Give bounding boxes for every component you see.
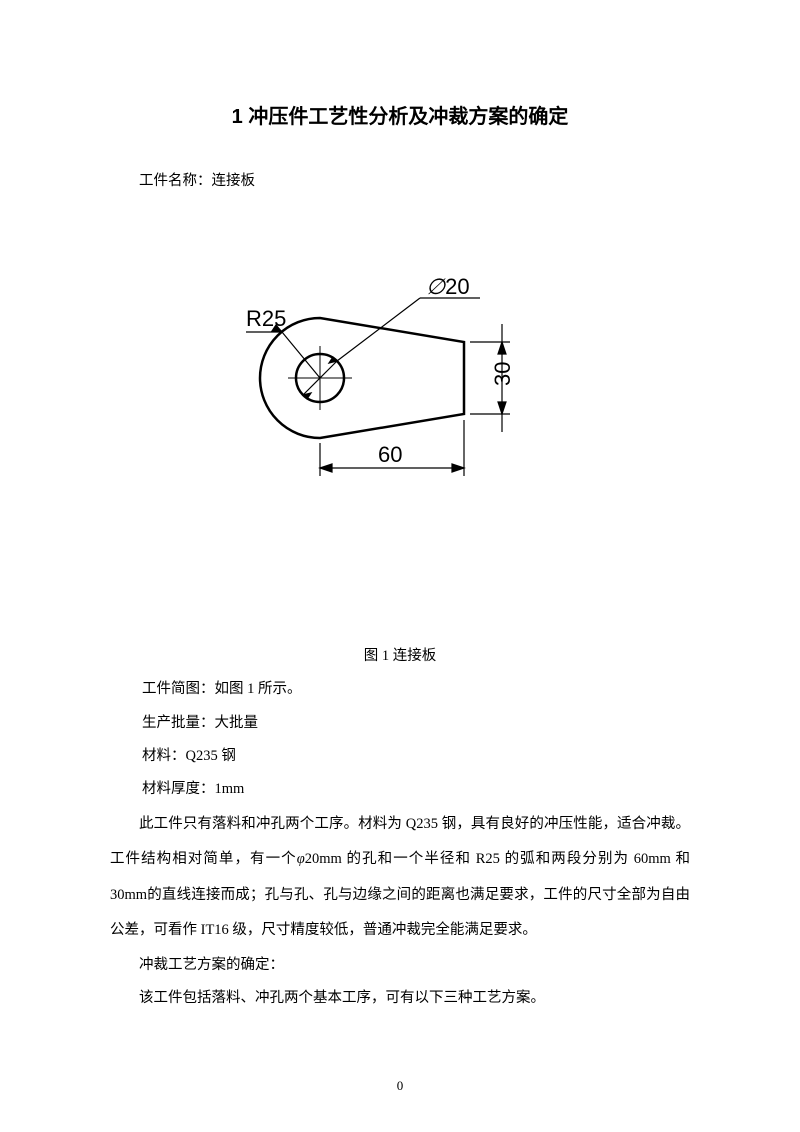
figure-spacer bbox=[110, 518, 690, 638]
detail-sketch: 工件简图：如图 1 所示。 bbox=[142, 673, 690, 706]
figure-caption: 图 1 连接板 bbox=[110, 644, 690, 665]
figure-container: R25 ∅20 60 30 bbox=[110, 228, 690, 508]
page-number: 0 bbox=[0, 1078, 800, 1094]
width-label: 60 bbox=[378, 442, 402, 467]
detail-block: 工件简图：如图 1 所示。 生产批量：大批量 材料：Q235 钢 材料厚度：1m… bbox=[142, 673, 690, 806]
scheme-label: 冲裁工艺方案的确定： bbox=[110, 949, 690, 982]
scheme-text: 该工件包括落料、冲孔两个基本工序，可有以下三种工艺方案。 bbox=[110, 982, 690, 1015]
detail-thickness: 材料厚度：1mm bbox=[142, 773, 690, 806]
paragraph-1: 此工件只有落料和冲孔两个工序。材料为 Q235 钢，具有良好的冲压性能，适合冲裁… bbox=[110, 807, 690, 949]
workpiece-name: 工件名称：连接板 bbox=[110, 165, 690, 198]
phi-symbol: φ bbox=[297, 851, 305, 867]
r25-label: R25 bbox=[246, 306, 286, 331]
detail-material: 材料：Q235 钢 bbox=[142, 740, 690, 773]
height-label: 30 bbox=[490, 362, 515, 386]
technical-drawing: R25 ∅20 60 30 bbox=[210, 228, 590, 508]
page-title: 1 冲压件工艺性分析及冲裁方案的确定 bbox=[110, 100, 690, 129]
detail-batch: 生产批量：大批量 bbox=[142, 707, 690, 740]
dia-label: ∅20 bbox=[426, 274, 470, 299]
